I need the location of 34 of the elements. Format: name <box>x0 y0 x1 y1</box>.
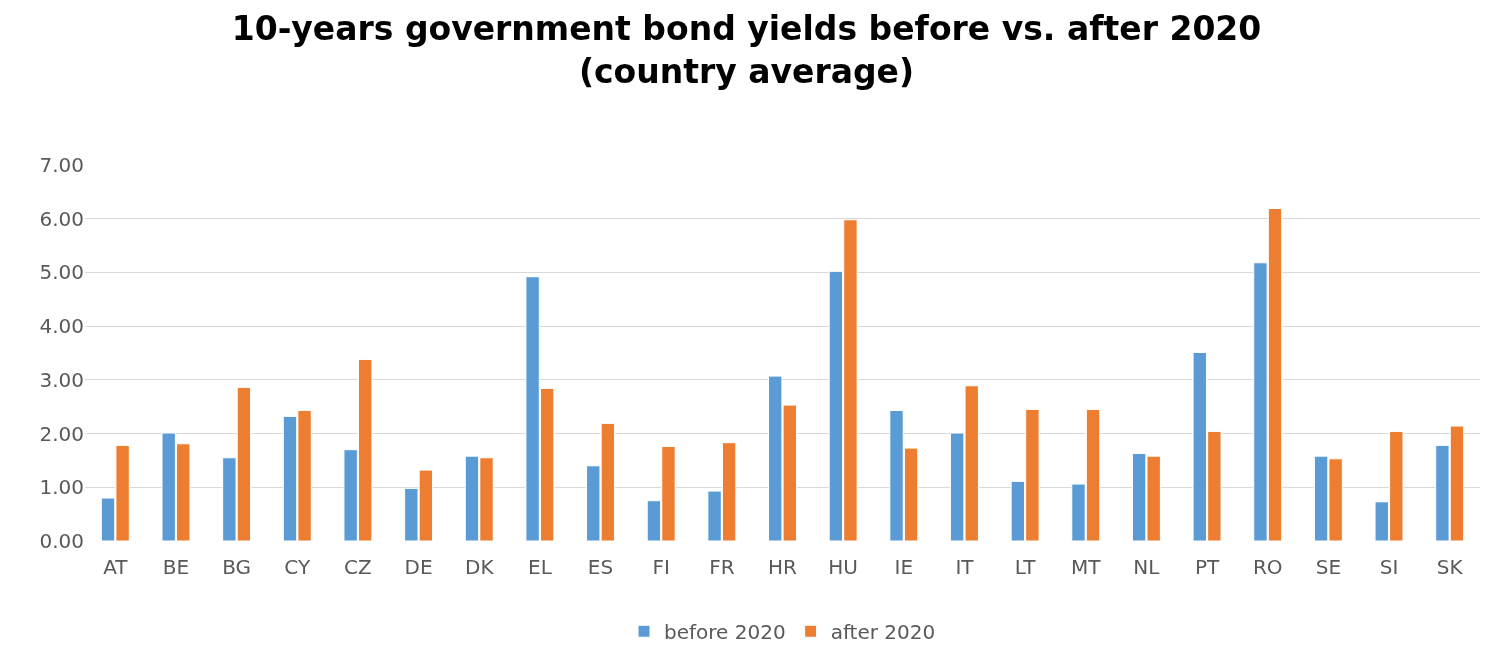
x-tick-label: HU <box>828 555 858 579</box>
x-tick-label: NL <box>1133 555 1161 579</box>
x-tick-label: IT <box>955 555 975 579</box>
x-tick-label: LT <box>1014 555 1037 579</box>
x-tick-label: SK <box>1436 555 1464 579</box>
x-tick-label: AT <box>103 555 129 579</box>
y-tick-label: 5.00 <box>39 260 84 285</box>
chart-title: 10-years government bond yields before vs. after 2020 (country average) <box>231 8 1262 91</box>
y-tick-label: 2.00 <box>39 421 84 446</box>
x-tick-label: BG <box>222 555 252 579</box>
y-tick-label: 6.00 <box>39 206 84 231</box>
x-tick-label: HR <box>768 555 798 579</box>
y-tick-label: 0.00 <box>39 529 84 553</box>
legend-label: after 2020 <box>830 620 936 645</box>
x-tick-label: ES <box>587 555 614 579</box>
x-tick-label: BE <box>162 555 190 579</box>
y-tick-label: 4.00 <box>39 314 84 339</box>
y-tick-label: 7.00 <box>39 153 84 177</box>
x-tick-label: SE <box>1315 555 1342 579</box>
x-tick-label: DE <box>404 555 433 579</box>
x-tick-label: MT <box>1071 555 1102 579</box>
x-tick-label: IE <box>894 555 914 579</box>
x-tick-label: PT <box>1194 555 1220 579</box>
x-tick-label: FI <box>652 555 670 579</box>
x-tick-label: SI <box>1379 555 1399 579</box>
x-tick-label: FR <box>709 555 735 579</box>
x-tick-label: DK <box>464 555 495 579</box>
x-tick-label: EL <box>528 555 553 579</box>
x-tick-label: CZ <box>344 555 372 579</box>
y-tick-label: 3.00 <box>39 367 84 392</box>
x-tick-label: RO <box>1252 555 1283 579</box>
y-tick-label: 1.00 <box>39 475 84 500</box>
x-tick-label: CY <box>284 555 311 579</box>
legend-label: before 2020 <box>664 620 786 645</box>
